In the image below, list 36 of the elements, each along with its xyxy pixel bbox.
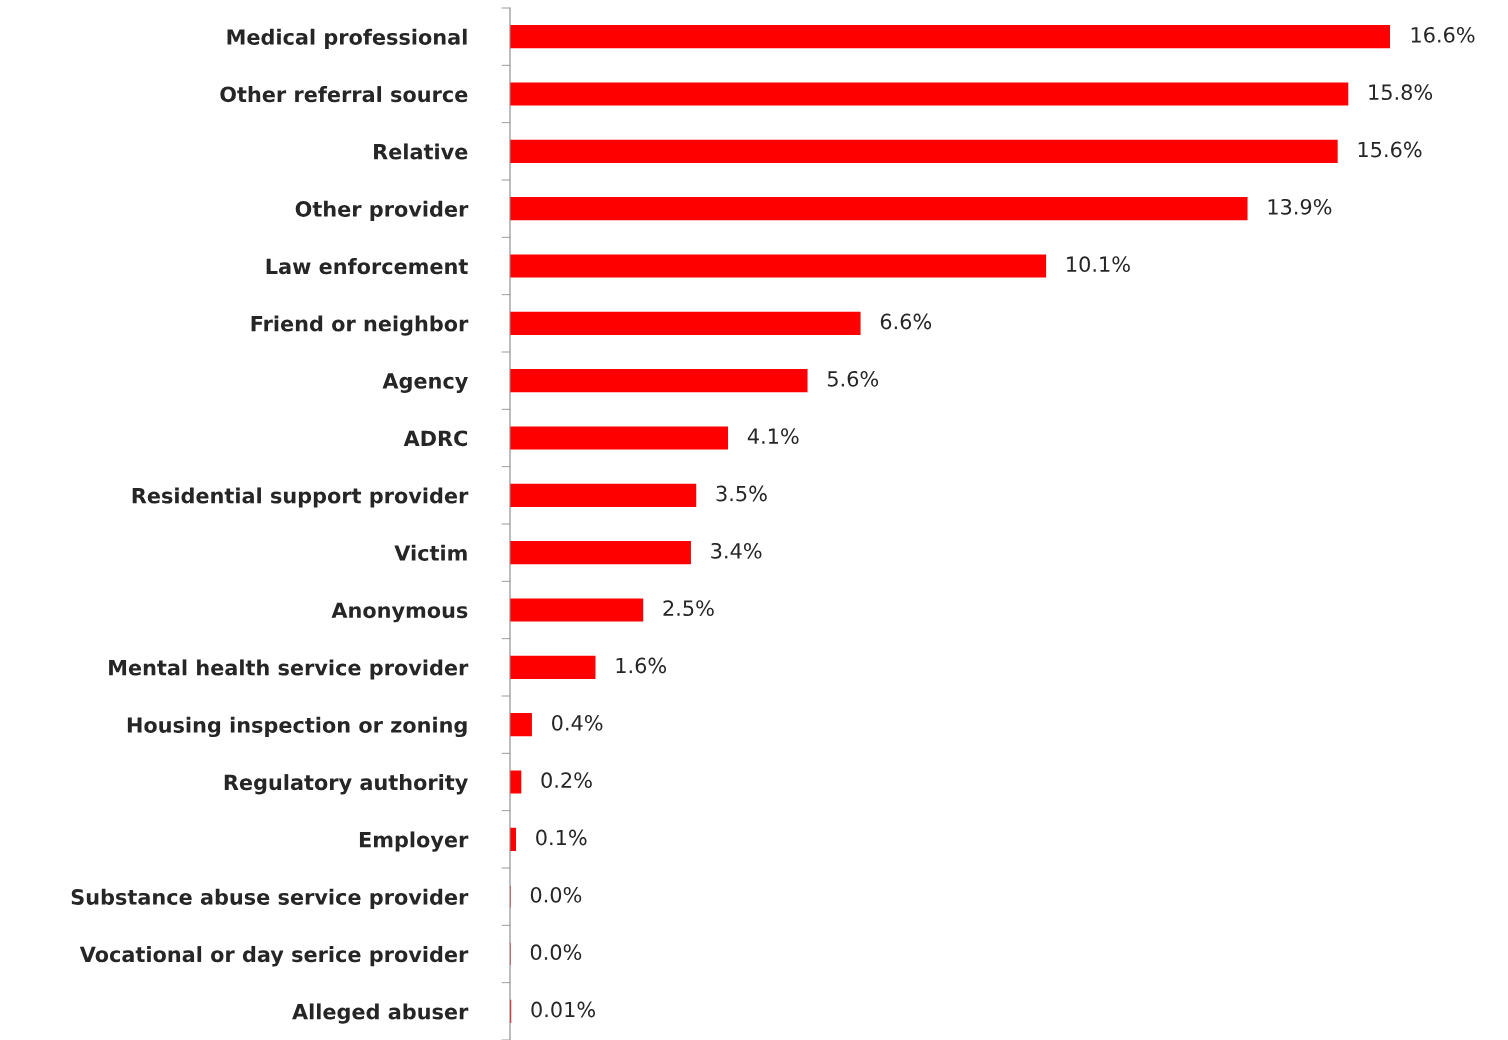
y-tick-label: Employer: [359, 831, 469, 852]
y-tick-label: Housing inspection or zoning: [127, 716, 467, 738]
y-tick-label: Medical professional: [227, 28, 467, 49]
data-label: 13.9%: [1268, 198, 1332, 215]
data-label: 0.4%: [552, 714, 603, 731]
y-tick-label: Alleged abuser: [292, 1003, 469, 1024]
data-label: 5.6%: [827, 370, 879, 387]
y-tick-label: Law enforcement: [266, 258, 468, 275]
y-tick-label: Regulatory authority: [224, 774, 468, 795]
data-label: 15.6%: [1358, 141, 1422, 158]
y-tick-label: Other provider: [295, 200, 469, 221]
data-label: 2.5%: [663, 600, 714, 617]
data-label: 0.1%: [536, 829, 587, 846]
y-tick-label: Victim: [394, 544, 467, 561]
y-tick-label: Friend or neighbor: [251, 315, 469, 336]
y-tick-label: Substance abuse service provider: [71, 888, 469, 909]
data-label: 6.6%: [880, 313, 932, 330]
data-label: 4.1%: [747, 428, 799, 445]
data-label: 0.01%: [531, 1001, 596, 1018]
y-tick-label: Vocational or day serice provider: [79, 946, 469, 967]
data-label: 1.6%: [616, 657, 667, 674]
data-label: 3.4%: [711, 542, 762, 559]
y-tick-label: Relative: [374, 143, 468, 160]
data-label: 15.8%: [1369, 84, 1433, 101]
data-label: 0.2%: [541, 772, 592, 789]
y-tick-label: Agency: [382, 373, 468, 393]
data-label: 0.0%: [530, 944, 582, 961]
data-label: 0.0%: [530, 886, 582, 903]
y-tick-label: Mental health service provider: [109, 659, 469, 680]
y-tick-label: Anonymous: [331, 602, 468, 623]
y-tick-label: ADRC: [403, 430, 467, 447]
y-tick-label: Residential support provider: [132, 487, 469, 508]
data-label: 3.5%: [716, 485, 767, 502]
data-label: 10.1%: [1067, 256, 1130, 273]
data-label: 16.6%: [1411, 26, 1475, 43]
y-tick-label: Other referral source: [220, 86, 468, 103]
